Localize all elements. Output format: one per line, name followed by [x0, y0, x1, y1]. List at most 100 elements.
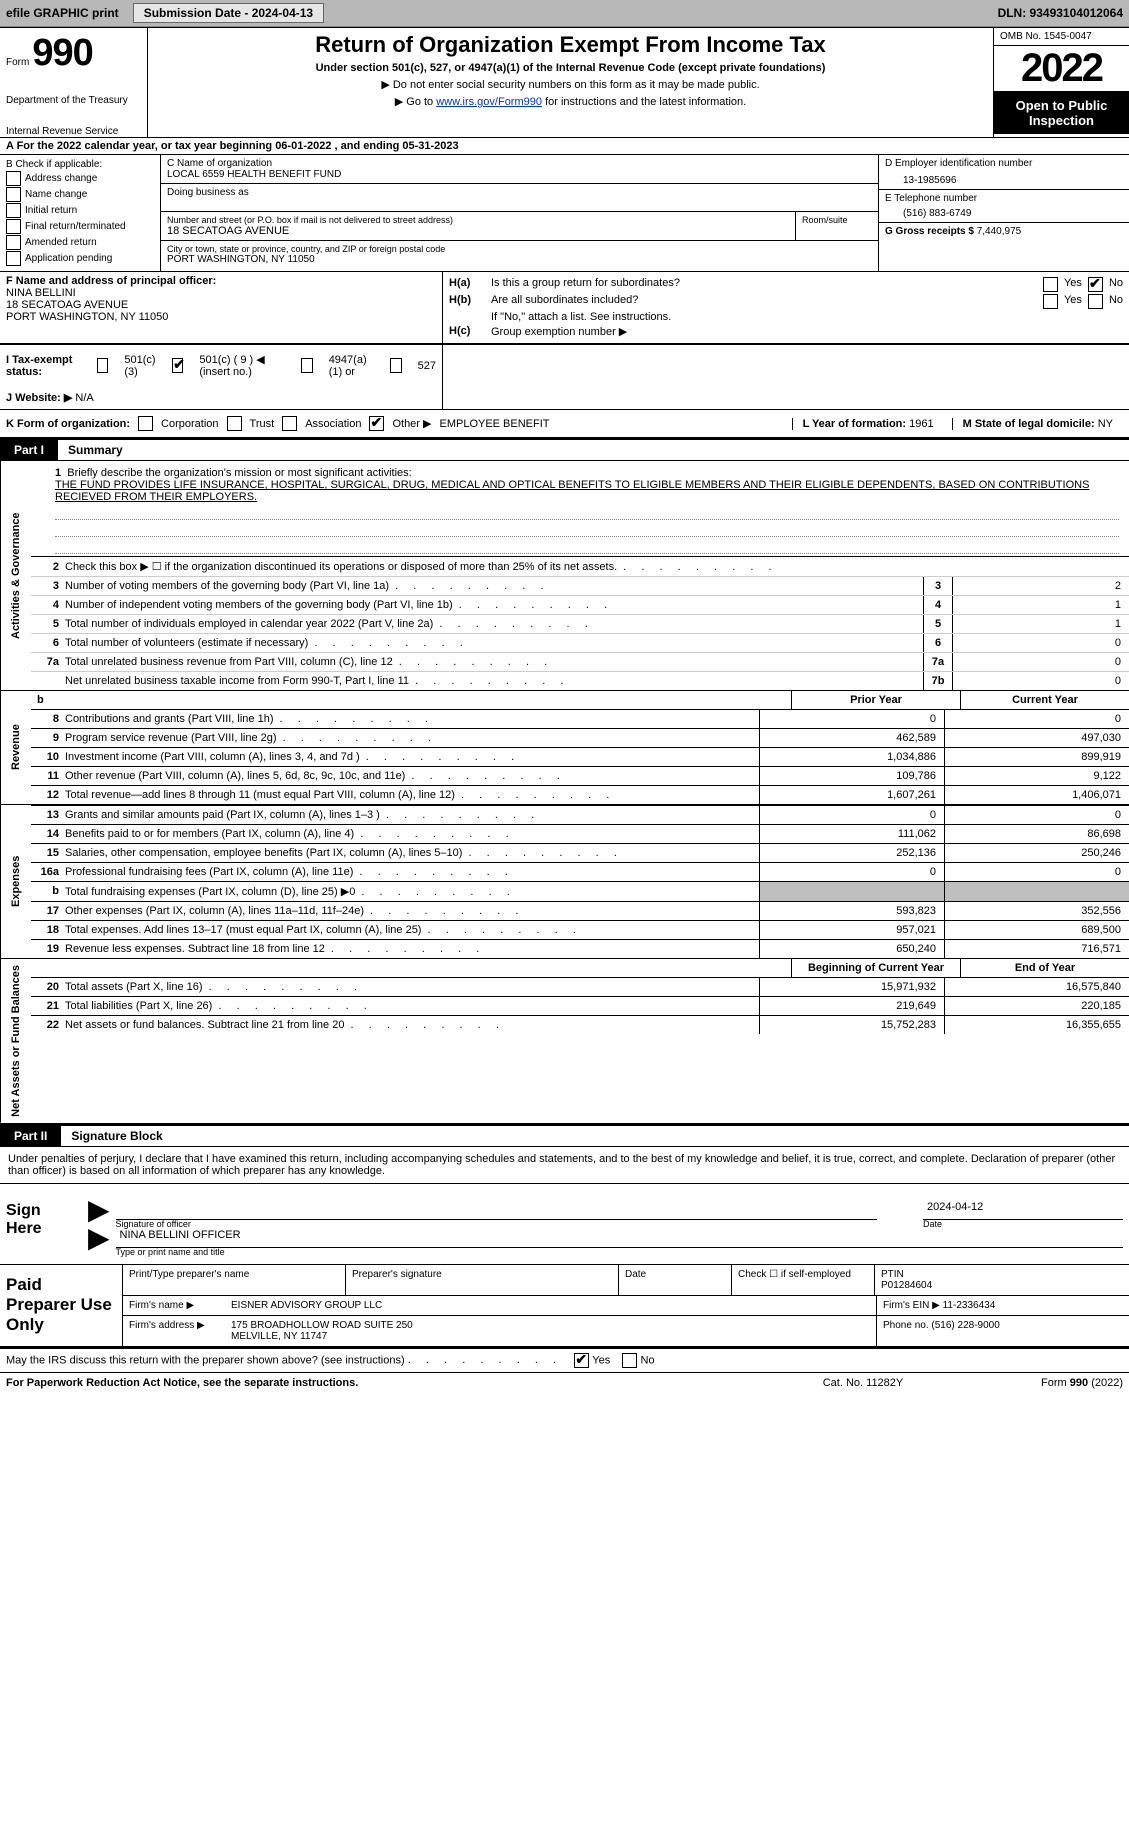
- chk-final[interactable]: [6, 219, 21, 234]
- row-num: 16a: [31, 863, 63, 881]
- phone-value: (516) 883-6749: [885, 204, 1123, 219]
- hb-yes[interactable]: [1043, 294, 1058, 309]
- chk-501c[interactable]: [172, 358, 183, 373]
- data-row: 9Program service revenue (Part VIII, lin…: [31, 728, 1129, 747]
- hb-no[interactable]: [1088, 294, 1103, 309]
- data-row: 12Total revenue—add lines 8 through 11 (…: [31, 785, 1129, 804]
- ha-yes[interactable]: [1043, 277, 1058, 292]
- header-right: OMB No. 1545-0047 2022 Open to Public In…: [994, 28, 1129, 137]
- chk-501c3[interactable]: [97, 358, 108, 373]
- row-val: 0: [953, 672, 1129, 690]
- opt-4947: 4947(a)(1) or: [329, 354, 375, 378]
- street-value: 18 SECATOAG AVENUE: [167, 225, 789, 237]
- row-num: 7a: [31, 653, 63, 671]
- chk-assoc[interactable]: [282, 416, 297, 431]
- row-num: [31, 678, 63, 684]
- chk-527[interactable]: [390, 358, 401, 373]
- row-desc: Other expenses (Part IX, column (A), lin…: [63, 902, 759, 920]
- row-num: 14: [31, 825, 63, 843]
- row-box: 7a: [923, 653, 953, 671]
- chk-corp[interactable]: [138, 416, 153, 431]
- other-value: EMPLOYEE BENEFIT: [439, 418, 549, 430]
- officer-addr1: 18 SECATOAG AVENUE: [6, 299, 436, 311]
- row-desc: Salaries, other compensation, employee b…: [63, 844, 759, 862]
- firm-addr-label: Firm's address ▶: [123, 1316, 225, 1346]
- cell-prior: 219,649: [759, 997, 944, 1015]
- disclose-yes[interactable]: [574, 1353, 589, 1368]
- chk-initial[interactable]: [6, 203, 21, 218]
- vtab-activities: Activities & Governance: [0, 461, 31, 690]
- row-num: 11: [31, 767, 63, 785]
- cell-current: 716,571: [944, 940, 1129, 958]
- row-num: 19: [31, 940, 63, 958]
- cell-prior: 0: [759, 863, 944, 881]
- firm-addr2: MELVILLE, NY 11747: [231, 1331, 870, 1342]
- row-val: 1: [953, 615, 1129, 633]
- footer: For Paperwork Reduction Act Notice, see …: [0, 1372, 1129, 1393]
- hc-label: H(c): [449, 325, 485, 338]
- chk-trust[interactable]: [227, 416, 242, 431]
- chk-name[interactable]: [6, 187, 21, 202]
- row-desc: Contributions and grants (Part VIII, lin…: [63, 710, 759, 728]
- tax-status-label: I Tax-exempt status:: [6, 354, 81, 378]
- ha-no[interactable]: [1088, 277, 1103, 292]
- row-num: 2: [31, 558, 63, 576]
- dba-label: Doing business as: [167, 187, 872, 198]
- data-row: 13Grants and similar amounts paid (Part …: [31, 805, 1129, 824]
- form-title: Return of Organization Exempt From Incom…: [156, 32, 985, 58]
- org-name-label: C Name of organization: [167, 158, 872, 169]
- opt-527: 527: [418, 360, 436, 372]
- ein-value: 13-1985696: [885, 169, 1123, 186]
- form-subtitle: Under section 501(c), 527, or 4947(a)(1)…: [156, 62, 985, 74]
- row-box: 3: [923, 577, 953, 595]
- note-link-line: ▶ Go to www.irs.gov/Form990 for instruct…: [156, 95, 985, 108]
- chk-amended[interactable]: [6, 235, 21, 250]
- revenue-section: Revenue b Prior Year Current Year 8Contr…: [0, 691, 1129, 805]
- chk-other[interactable]: [369, 416, 384, 431]
- part-i-header: Part I Summary: [0, 438, 1129, 461]
- col-f: F Name and address of principal officer:…: [0, 272, 443, 343]
- cell-prior: 593,823: [759, 902, 944, 920]
- row-num: 15: [31, 844, 63, 862]
- chk-pending[interactable]: [6, 251, 21, 266]
- cell-current: 16,575,840: [944, 978, 1129, 996]
- part-ii-label: Part II: [0, 1126, 61, 1146]
- irs-link[interactable]: www.irs.gov/Form990: [436, 96, 542, 108]
- disclose-no[interactable]: [622, 1353, 637, 1368]
- row-num: 13: [31, 806, 63, 824]
- city-label: City or town, state or province, country…: [167, 244, 872, 254]
- row-num: 17: [31, 902, 63, 920]
- col-d: D Employer identification number 13-1985…: [879, 155, 1129, 271]
- data-row: 18Total expenses. Add lines 13–17 (must …: [31, 920, 1129, 939]
- cell-prior: 0: [759, 710, 944, 728]
- row-desc: Other revenue (Part VIII, column (A), li…: [63, 767, 759, 785]
- preparer-date-label: Date: [619, 1265, 732, 1295]
- form-number: 990: [32, 32, 92, 74]
- firm-name: EISNER ADVISORY GROUP LLC: [225, 1296, 876, 1315]
- org-name-value: LOCAL 6559 HEALTH BENEFIT FUND: [167, 169, 872, 180]
- cell-current: 689,500: [944, 921, 1129, 939]
- cell-prior: 252,136: [759, 844, 944, 862]
- chk-amended-label: Amended return: [25, 237, 97, 248]
- row-num: 21: [31, 997, 63, 1015]
- chk-address[interactable]: [6, 171, 21, 186]
- row-num: 20: [31, 978, 63, 996]
- row-a: A For the 2022 calendar year, or tax yea…: [0, 137, 1129, 154]
- cell-prior: 15,752,283: [759, 1016, 944, 1034]
- disclose-row: May the IRS discuss this return with the…: [0, 1348, 1129, 1372]
- cell-prior: 1,607,261: [759, 786, 944, 804]
- row-desc: Professional fundraising fees (Part IX, …: [63, 863, 759, 881]
- row-num: 10: [31, 748, 63, 766]
- row-fh: F Name and address of principal officer:…: [0, 271, 1129, 343]
- officer-addr2: PORT WASHINGTON, NY 11050: [6, 311, 436, 323]
- current-year-header: Current Year: [960, 691, 1129, 709]
- firm-ein: 11-2336434: [943, 1300, 996, 1311]
- title-center: Return of Organization Exempt From Incom…: [148, 28, 994, 137]
- activities-section: Activities & Governance 1 Briefly descri…: [0, 461, 1129, 691]
- hb-yes-label: Yes: [1064, 294, 1082, 309]
- row-box: 6: [923, 634, 953, 652]
- chk-4947[interactable]: [301, 358, 312, 373]
- disclose-no-label: No: [641, 1354, 655, 1366]
- website-label: J Website: ▶: [6, 392, 72, 404]
- cell-current: 220,185: [944, 997, 1129, 1015]
